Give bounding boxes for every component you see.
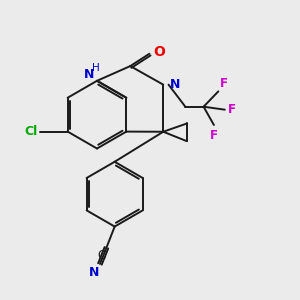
Text: N: N [84, 68, 94, 81]
Text: F: F [220, 77, 228, 90]
Text: F: F [228, 103, 236, 116]
Text: N: N [170, 78, 180, 91]
Text: H: H [92, 63, 99, 74]
Text: N: N [88, 266, 99, 279]
Text: O: O [153, 45, 165, 59]
Text: Cl: Cl [24, 125, 37, 138]
Text: C: C [97, 249, 105, 262]
Text: F: F [210, 129, 218, 142]
